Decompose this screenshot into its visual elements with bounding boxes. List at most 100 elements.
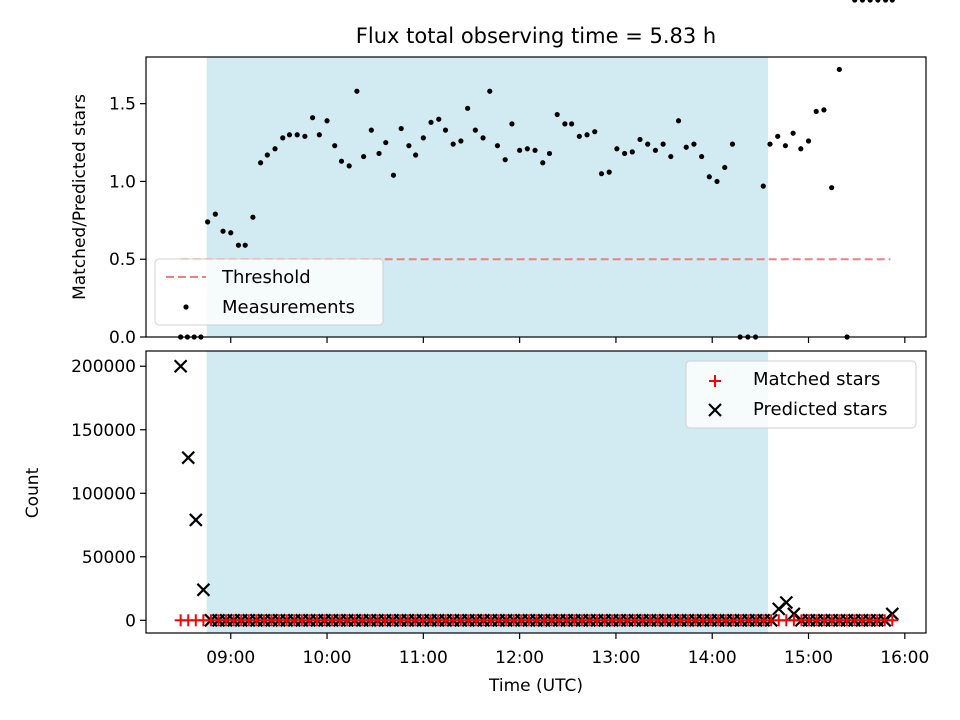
measurement-point [798, 146, 804, 152]
measurement-point [675, 118, 682, 124]
predicted-star-stroke [779, 595, 794, 610]
bottom-y-axis: 0 50000 100000 150000 200000 [71, 357, 146, 631]
top-legend: Threshold Measurements [154, 258, 384, 326]
matched-stars-series [174, 614, 899, 627]
legend-predicted-label: Predicted stars [753, 399, 887, 420]
measurement-point [584, 132, 590, 138]
x-tick-label: 12:00 [495, 648, 544, 668]
measurement-point [294, 132, 300, 138]
measurement-point [882, 0, 889, 3]
x-tick-label: 13:00 [591, 648, 640, 668]
legend-matched-label: Matched stars [753, 369, 880, 390]
measurement-point [220, 228, 226, 234]
predicted-star-point [779, 595, 794, 610]
top-axes-frame [145, 56, 927, 338]
measurement-point [691, 141, 697, 147]
measurement-point [509, 121, 515, 127]
x-tick-label: 11:00 [399, 648, 448, 668]
top-y-axis-title: Matched/Predicted stars [70, 94, 90, 300]
predicted-star-point [885, 607, 900, 621]
measurement-point [458, 138, 464, 144]
measurement-point [546, 150, 553, 157]
measurement-point [532, 147, 538, 153]
measurement-point [805, 138, 812, 144]
measurement-point [821, 107, 827, 113]
measurement-point [836, 66, 842, 73]
measurement-point [652, 147, 659, 153]
top-y-tick-label: 1.0 [109, 172, 136, 192]
legend-measurements-label: Measurements [222, 297, 355, 318]
measurement-point [354, 88, 360, 94]
measurement-point [540, 160, 546, 166]
measurement-point [569, 121, 575, 127]
measurement-point [576, 133, 582, 139]
measurement-point [235, 242, 242, 248]
measurement-point [428, 119, 434, 125]
measurement-point [376, 150, 382, 157]
measurement-point [420, 135, 426, 141]
bottom-panel: 0 50000 100000 150000 200000 09:00 10:00 11:00… [23, 337, 929, 696]
measurements-series [178, 0, 895, 340]
measurement-point [264, 152, 270, 158]
measurement-point [867, 0, 873, 3]
x-axis: 09:00 10:00 11:00 12:00 13:00 14:00 15:00 16:00 [206, 337, 929, 668]
top-panel: 0.0 0.5 1.0 1.5 Matched/Predicted stars Thr… [70, 0, 927, 348]
bottom-y-tick-label: 50000 [82, 548, 136, 568]
bottom-y-tick-label: 100000 [71, 484, 136, 504]
measurement-point [852, 0, 858, 3]
measurement-point [829, 185, 835, 191]
measurement-point [660, 141, 666, 147]
measurement-point [782, 143, 789, 149]
predicted-star-point [173, 359, 188, 374]
measurement-point [472, 127, 478, 133]
measurement-point [637, 136, 643, 143]
measurement-point [645, 141, 651, 147]
measurement-point [436, 116, 442, 122]
predicted-star-stroke [173, 359, 188, 374]
predicted-star-point [181, 450, 196, 465]
measurement-point [442, 127, 449, 133]
measurement-point [302, 133, 308, 139]
x-tick-label: 15:00 [784, 648, 833, 668]
measurement-point [205, 219, 211, 225]
predicted-star-stroke [885, 607, 900, 621]
measurement-point [790, 130, 796, 136]
measurement-point [775, 133, 781, 139]
measurement-point [368, 127, 374, 133]
measurement-point [629, 149, 635, 155]
x-tick-label: 09:00 [206, 648, 255, 668]
bottom-y-tick-label: 0 [125, 611, 136, 631]
bottom-legend: Matched stars Predicted stars [685, 360, 917, 429]
predicted-star-stroke [196, 583, 211, 597]
predicted-star-stroke [181, 450, 196, 465]
measurement-point [242, 242, 248, 248]
measurement-point [228, 230, 234, 236]
measurement-point [286, 132, 293, 138]
x-tick-label: 10:00 [303, 648, 352, 668]
measurement-point [346, 163, 352, 169]
legend-predicted-swatch [708, 403, 722, 417]
legend-matched-swatch [709, 375, 721, 387]
measurement-point [450, 141, 456, 147]
measurement-point [592, 129, 598, 135]
measurement-point [309, 115, 316, 121]
measurement-point [332, 143, 338, 149]
measurement-point [562, 121, 568, 127]
predicted-star-stroke [787, 607, 801, 621]
measurement-point [316, 132, 322, 138]
measurement-point [606, 169, 612, 175]
bottom-y-tick-label: 150000 [71, 421, 136, 441]
measurement-point [280, 135, 286, 141]
measurement-point [272, 146, 278, 152]
measurement-point [598, 171, 605, 177]
measurement-point [324, 118, 330, 124]
measurement-point [517, 147, 523, 153]
measurement-point [398, 125, 404, 132]
measurement-point [465, 105, 471, 111]
measurement-point [494, 143, 501, 149]
bottom-y-tick-label: 200000 [71, 357, 136, 377]
measurement-point [813, 108, 819, 115]
measurement-point [889, 0, 895, 3]
measurement-point [361, 153, 367, 160]
